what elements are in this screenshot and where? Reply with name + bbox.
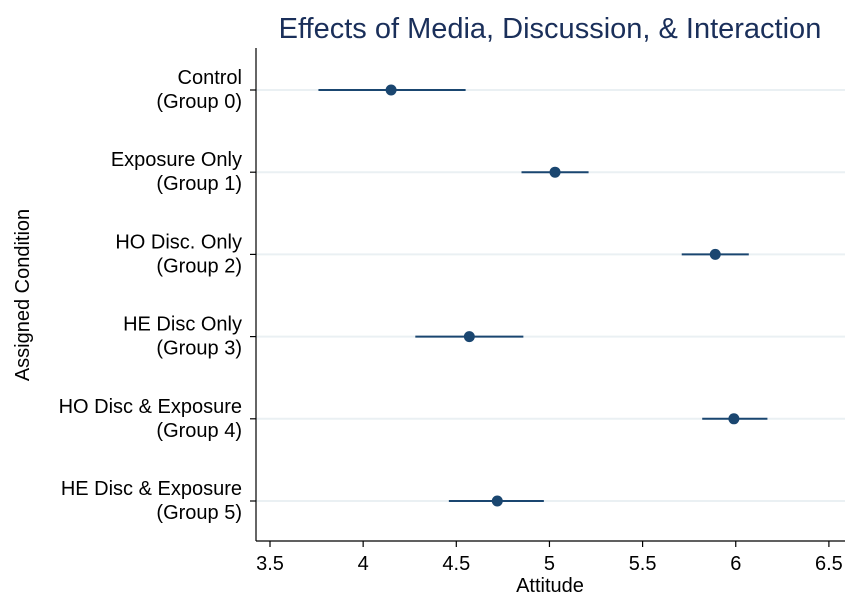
point-marker bbox=[549, 166, 561, 178]
category-label: HO Disc & Exposure bbox=[59, 396, 242, 418]
x-tick-label: 4 bbox=[358, 553, 369, 575]
x-tick-label: 6 bbox=[730, 553, 741, 575]
category-group-label: (Group 1) bbox=[156, 173, 242, 195]
grid-lines bbox=[256, 89, 845, 502]
x-tick-label: 5 bbox=[544, 553, 555, 575]
point-marker bbox=[728, 413, 740, 425]
category-labels: Control(Group 0) Exposure Only(Group 1) HO… bbox=[59, 67, 256, 524]
point-marker bbox=[385, 84, 397, 96]
category-group-label: (Group 0) bbox=[156, 91, 242, 113]
x-tick-label: 4.5 bbox=[442, 553, 470, 575]
category-label: Exposure Only bbox=[111, 149, 242, 171]
category-group-label: (Group 5) bbox=[156, 502, 242, 524]
point-marker bbox=[709, 248, 721, 260]
y-axis-title: Assigned Condition bbox=[12, 209, 34, 381]
point-marker bbox=[463, 331, 475, 343]
category-label: HE Disc Only bbox=[123, 314, 242, 336]
data-marks bbox=[318, 84, 768, 507]
point-marker bbox=[491, 495, 503, 507]
x-tick-label: 3.5 bbox=[256, 553, 284, 575]
x-ticks: 3.5 4 4.5 5 5.5 6 6.5 bbox=[256, 541, 843, 575]
x-tick-label: 6.5 bbox=[815, 553, 843, 575]
chart-title: Effects of Media, Discussion, & Interact… bbox=[279, 13, 822, 45]
category-label: HO Disc. Only bbox=[115, 231, 242, 253]
x-tick-label: 5.5 bbox=[629, 553, 657, 575]
x-axis-title: Attitude bbox=[516, 575, 584, 597]
category-group-label: (Group 3) bbox=[156, 338, 242, 360]
category-group-label: (Group 2) bbox=[156, 255, 242, 277]
category-label: HE Disc & Exposure bbox=[61, 478, 242, 500]
category-group-label: (Group 4) bbox=[156, 420, 242, 442]
category-label: Control bbox=[178, 67, 242, 89]
